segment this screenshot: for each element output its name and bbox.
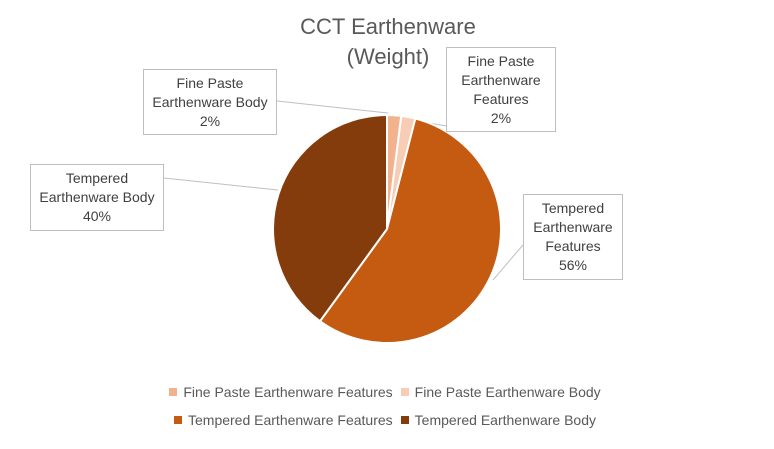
data-label-line: Earthenware	[533, 219, 613, 235]
legend-label: Tempered Earthenware Features	[188, 412, 393, 428]
pie-slice	[318, 117, 502, 344]
legend-row: Tempered Earthenware Features Tempered E…	[150, 412, 620, 428]
legend-label: Fine Paste Earthenware Body	[414, 384, 601, 400]
legend-item-tempered-body: Tempered Earthenware Body	[400, 412, 596, 428]
pie-slices	[272, 113, 502, 344]
data-label-line: Fine Paste	[467, 53, 535, 69]
legend-item-fine-paste-body: Fine Paste Earthenware Body	[400, 384, 601, 400]
leader-line	[163, 177, 279, 191]
legend-swatch	[400, 388, 409, 396]
legend-swatch	[174, 416, 182, 424]
data-label-line: Earthenware Body	[39, 189, 155, 205]
data-label-line: Fine Paste	[176, 75, 244, 91]
legend-row: Fine Paste Earthenware Features Fine Pas…	[150, 384, 620, 400]
data-label-tempered-body: Tempered Earthenware Body 40%	[30, 164, 164, 231]
leader-line	[492, 244, 524, 281]
legend-label: Fine Paste Earthenware Features	[183, 384, 393, 400]
pie-slice	[272, 113, 388, 323]
data-label-value: 2%	[490, 110, 512, 126]
data-label-line: Tempered	[541, 200, 605, 216]
legend-item-tempered-features: Tempered Earthenware Features	[174, 412, 393, 428]
leader-line	[276, 100, 389, 114]
chart-title-line-1: CCT Earthenware	[300, 14, 476, 39]
legend: Fine Paste Earthenware Features Fine Pas…	[150, 384, 620, 440]
legend-label: Tempered Earthenware Body	[414, 412, 596, 428]
legend-swatch	[400, 416, 409, 424]
legend-item-fine-paste-features: Fine Paste Earthenware Features	[169, 384, 393, 400]
data-label-tempered-features: Tempered Earthenware Features 56%	[523, 194, 623, 280]
data-label-line: Features	[545, 238, 601, 254]
data-label-line: Earthenware	[461, 72, 541, 88]
chart-title: CCT Earthenware (Weight)	[230, 12, 546, 72]
data-label-value: 40%	[82, 208, 112, 224]
data-label-fine-paste-body: Fine Paste Earthenware Body 2%	[143, 69, 277, 135]
legend-swatch	[169, 388, 178, 396]
data-label-line: Earthenware Body	[152, 94, 268, 110]
data-label-fine-paste-features: Fine Paste Earthenware Features 2%	[446, 47, 556, 132]
data-label-line: Tempered	[65, 170, 129, 186]
data-label-value: 2%	[199, 113, 221, 129]
data-label-line: Features	[473, 91, 529, 107]
data-label-value: 56%	[558, 257, 588, 273]
chart-title-line-2: (Weight)	[346, 44, 430, 69]
